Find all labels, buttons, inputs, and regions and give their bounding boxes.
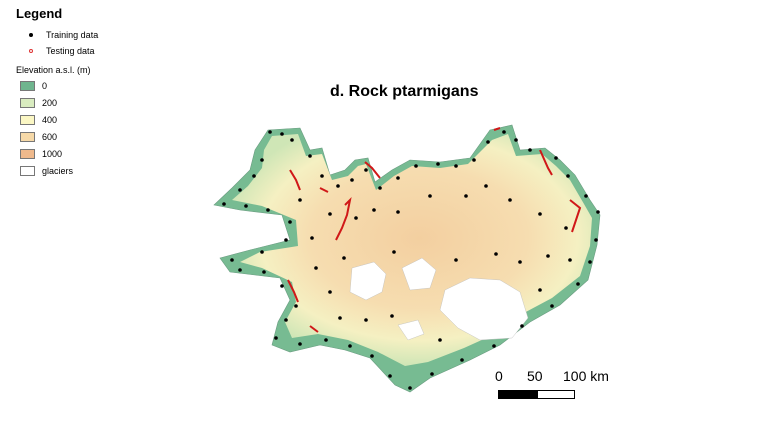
scale-segment-black bbox=[498, 390, 538, 399]
elevation-title: Elevation a.s.l. (m) bbox=[16, 65, 91, 75]
elevation-class-5: glaciers bbox=[16, 162, 166, 179]
training-dot-icon bbox=[16, 33, 46, 37]
elevation-class-4: 1000 bbox=[16, 145, 166, 162]
testing-circle-icon bbox=[16, 49, 46, 53]
elevation-label: 0 bbox=[42, 80, 48, 91]
scale-label-0: 0 bbox=[495, 368, 503, 384]
scale-label-100: 100 km bbox=[563, 368, 609, 384]
elevation-swatch bbox=[20, 114, 35, 125]
elevation-class-1: 200 bbox=[16, 94, 166, 111]
legend-item-label: Testing data bbox=[46, 46, 95, 56]
elevation-class-0: 0 bbox=[16, 77, 166, 94]
elevation-label: 200 bbox=[42, 97, 58, 108]
elevation-swatch bbox=[20, 148, 35, 159]
scale-label-50: 50 bbox=[527, 368, 543, 384]
training-data-points bbox=[222, 130, 600, 390]
legend-item-testing: Testing data bbox=[16, 43, 166, 59]
elevation-swatch bbox=[20, 165, 35, 176]
elevation-swatch bbox=[20, 97, 35, 108]
map-title: d. Rock ptarmigans bbox=[330, 83, 479, 100]
elevation-swatch bbox=[20, 80, 35, 91]
elevation-label: glaciers bbox=[42, 165, 74, 176]
legend-panel: Legend Training data Testing data Elevat… bbox=[16, 6, 166, 179]
glacier-myrdalsjokull bbox=[397, 319, 425, 341]
legend-title: Legend bbox=[16, 6, 63, 21]
legend-item-training: Training data bbox=[16, 27, 166, 43]
elevation-label: 600 bbox=[42, 131, 58, 142]
scale-bar: 0 50 100 km bbox=[495, 368, 625, 408]
elevation-label: 1000 bbox=[42, 148, 63, 159]
elevation-class-3: 600 bbox=[16, 128, 166, 145]
elevation-label: 400 bbox=[42, 114, 58, 125]
elevation-class-2: 400 bbox=[16, 111, 166, 128]
testing-data-lines bbox=[287, 127, 582, 333]
glacier-hofsjokull bbox=[401, 257, 437, 291]
glacier-vatnajokull bbox=[439, 277, 529, 341]
scale-segment-white bbox=[537, 390, 575, 399]
glacier-langjokull bbox=[349, 261, 387, 301]
elevation-swatch bbox=[20, 131, 35, 142]
legend-item-label: Training data bbox=[46, 30, 99, 40]
